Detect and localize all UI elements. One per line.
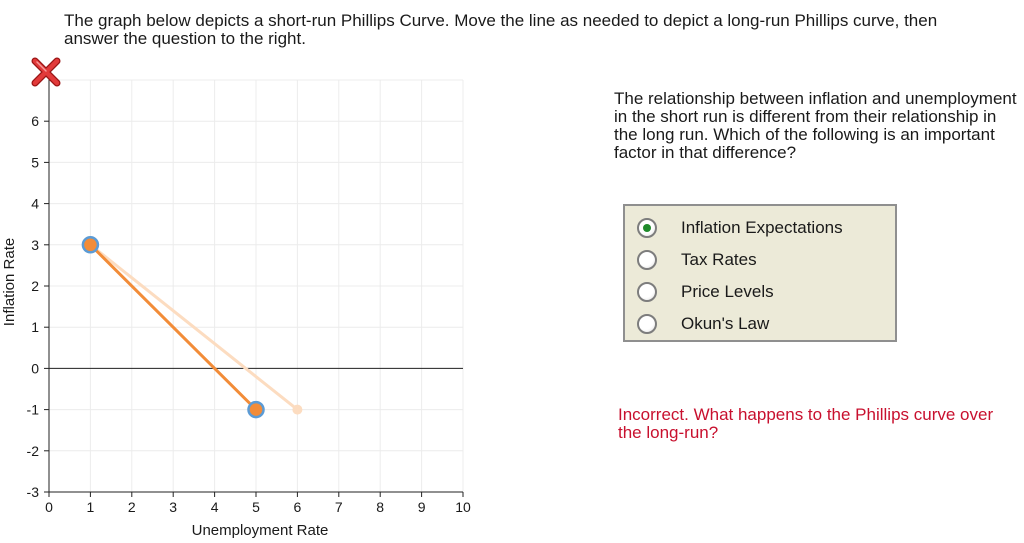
y-tick-label: 6 [31, 113, 39, 129]
line-endpoint-handle[interactable] [81, 236, 100, 254]
radio-button[interactable] [637, 282, 657, 302]
x-tick-label: 10 [455, 499, 471, 515]
x-axis-label: Unemployment Rate [192, 522, 329, 539]
line-endpoint-handle[interactable] [247, 400, 265, 419]
y-tick-label: 1 [31, 319, 39, 335]
reset-x-icon[interactable] [31, 57, 61, 87]
option-inflation-expectations[interactable]: Inflation Expectations [637, 212, 895, 244]
feedback-text: Incorrect. What happens to the Phillips … [618, 405, 994, 442]
y-tick-label: 5 [31, 154, 39, 170]
option-price-levels[interactable]: Price Levels [637, 276, 895, 308]
x-tick-label: 4 [211, 499, 219, 515]
option-label: Tax Rates [681, 250, 757, 269]
x-tick-label: 7 [335, 499, 343, 515]
option-label: Price Levels [681, 282, 774, 301]
y-tick-label: 3 [31, 237, 39, 253]
x-tick-label: 1 [87, 499, 95, 515]
option-label: Okun's Law [681, 314, 770, 333]
option-tax-rates[interactable]: Tax Rates [637, 244, 895, 276]
original-endpoint [292, 404, 303, 415]
x-tick-label: 8 [376, 499, 384, 515]
y-tick-label: -3 [27, 484, 40, 500]
option-okuns-law[interactable]: Okun's Law [637, 308, 895, 340]
answer-options: Inflation Expectations Tax Rates Price L… [623, 204, 897, 342]
x-tick-label: 9 [418, 499, 426, 515]
y-tick-label: 0 [31, 360, 39, 376]
option-label: Inflation Expectations [681, 218, 843, 237]
y-axis-label: Inflation Rate [1, 238, 18, 326]
x-tick-label: 2 [128, 499, 136, 515]
radio-button[interactable] [637, 250, 657, 270]
x-tick-label: 5 [252, 499, 260, 515]
x-tick-label: 6 [294, 499, 302, 515]
y-tick-label: -2 [27, 443, 40, 459]
phillips-curve-line[interactable] [88, 243, 258, 412]
radio-selected-dot [643, 224, 651, 232]
x-tick-label: 3 [169, 499, 177, 515]
question-text: The relationship between inflation and u… [614, 89, 1017, 162]
radio-button[interactable] [637, 314, 657, 334]
y-tick-label: 2 [31, 278, 39, 294]
original-phillips-curve-line [88, 243, 299, 412]
x-tick-label: 0 [45, 499, 53, 515]
instructions-text: The graph below depicts a short-run Phil… [64, 11, 938, 48]
radio-button[interactable] [637, 218, 657, 238]
y-tick-label: -1 [27, 402, 40, 418]
y-tick-label: 4 [31, 196, 39, 212]
